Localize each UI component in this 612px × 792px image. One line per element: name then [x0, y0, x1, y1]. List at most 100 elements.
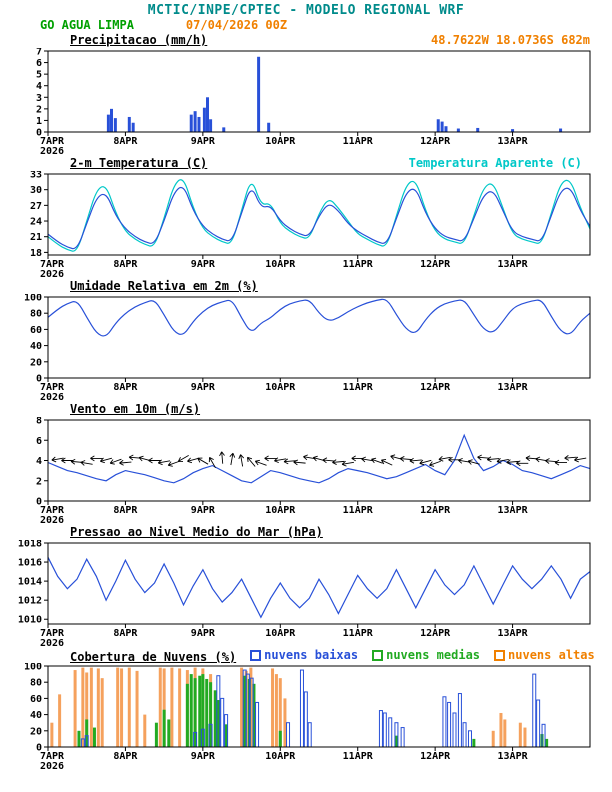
- svg-text:13APR: 13APR: [498, 259, 529, 270]
- svg-text:8APR: 8APR: [113, 751, 138, 762]
- svg-text:3: 3: [36, 93, 42, 104]
- legend-swatch-nuvens-baixas-icon: [250, 649, 262, 661]
- svg-text:12APR: 12APR: [420, 259, 451, 270]
- svg-text:9APR: 9APR: [191, 382, 216, 393]
- svg-text:1: 1: [36, 116, 42, 127]
- wind-title-row: Vento em 10m (m/s): [0, 402, 612, 417]
- apparent-temperature-legend: Temperatura Aparente (C): [408, 156, 582, 170]
- humidity-chart: 0 20 40 60 80 100 7APR 2026 8APR 9APR 10APR 11APR 12…: [0, 293, 612, 403]
- svg-text:12APR: 12APR: [420, 751, 451, 762]
- svg-text:12APR: 12APR: [420, 505, 451, 516]
- panel-humidity: Umidade Relativa em 2m (%) 0 20 40 60 80 100 7…: [0, 279, 612, 403]
- svg-text:2026: 2026: [40, 515, 64, 525]
- svg-text:60: 60: [30, 325, 42, 336]
- wind-chart: 0 2 4 6 8 7APR 2026 8APR 9APR 10APR 11APR 12APR 13AP…: [0, 416, 612, 526]
- svg-text:2026: 2026: [40, 761, 64, 771]
- svg-text:10APR: 10APR: [265, 259, 296, 270]
- precipitation-chart: 0 1 2 3 4 5 6 7 7APR 2026 8APR 9APR 10APR 11APR 12APR 1…: [0, 47, 612, 157]
- svg-text:9APR: 9APR: [191, 505, 216, 516]
- svg-text:0: 0: [36, 743, 42, 754]
- precipitation-title: Precipitacao (mm/h): [70, 33, 208, 47]
- svg-text:2026: 2026: [40, 146, 64, 156]
- svg-text:10APR: 10APR: [265, 382, 296, 393]
- svg-text:1018: 1018: [18, 540, 42, 550]
- svg-text:100: 100: [24, 663, 42, 673]
- svg-text:80: 80: [30, 678, 42, 689]
- svg-text:13APR: 13APR: [498, 751, 529, 762]
- cloud-cover-title: Cobertura de Nuvens (%): [70, 649, 237, 664]
- legend-label-nuvens-baixas: nuvens baixas: [264, 648, 359, 662]
- model-title: MCTIC/INPE/CPTEC - MODELO REGIONAL WRF: [147, 3, 465, 18]
- pressure-title-row: Pressao ao Nivel Medio do Mar (hPa): [0, 525, 612, 540]
- legend-swatch-nuvens-altas-icon: [494, 649, 506, 661]
- svg-text:8APR: 8APR: [113, 136, 138, 147]
- station-coordinates: 48.7622W 18.0736S 682m: [431, 33, 590, 47]
- cloud-cover-chart: 0 20 40 60 80 100 7APR 2026 8APR 9APR 10APR 11APR 12…: [0, 662, 612, 772]
- svg-text:8APR: 8APR: [113, 259, 138, 270]
- svg-text:20: 20: [30, 357, 42, 368]
- svg-text:9APR: 9APR: [191, 136, 216, 147]
- svg-text:4: 4: [36, 81, 42, 92]
- svg-text:7APR: 7APR: [40, 628, 65, 639]
- temperature-title-row: 2-m Temperatura (C) Temperatura Aparente…: [0, 156, 612, 171]
- svg-text:2026: 2026: [40, 392, 64, 402]
- svg-text:1014: 1014: [18, 577, 42, 588]
- run-info-row: GO AGUA LIMPA 07/04/2026 00Z: [0, 18, 612, 33]
- svg-text:8APR: 8APR: [113, 382, 138, 393]
- svg-text:21: 21: [30, 232, 42, 243]
- precipitation-title-row: Precipitacao (mm/h) 48.7622W 18.0736S 68…: [0, 33, 612, 48]
- humidity-title: Umidade Relativa em 2m (%): [70, 279, 258, 293]
- panel-cloud-cover: Cobertura de Nuvens (%) nuvens baixas nu…: [0, 648, 612, 772]
- panel-wind: Vento em 10m (m/s) 0 2 4 6 8 7APR 2026 8APR 9APR…: [0, 402, 612, 526]
- svg-text:1012: 1012: [18, 596, 42, 607]
- svg-text:2026: 2026: [40, 638, 64, 648]
- svg-text:27: 27: [30, 201, 42, 212]
- svg-text:7APR: 7APR: [40, 259, 65, 270]
- temperature-title: 2-m Temperatura (C): [70, 156, 208, 170]
- svg-text:10APR: 10APR: [265, 505, 296, 516]
- panel-pressure: Pressao ao Nivel Medio do Mar (hPa) 1010…: [0, 525, 612, 649]
- legend-item-nuvens-baixas: nuvens baixas: [250, 648, 358, 662]
- svg-text:24: 24: [30, 217, 42, 228]
- svg-text:9APR: 9APR: [191, 259, 216, 270]
- svg-text:4: 4: [36, 456, 42, 467]
- svg-text:100: 100: [24, 294, 42, 304]
- station-name: GO AGUA LIMPA: [40, 18, 134, 32]
- svg-text:12APR: 12APR: [420, 628, 451, 639]
- svg-text:10APR: 10APR: [265, 751, 296, 762]
- legend-label-nuvens-altas: nuvens altas: [508, 648, 595, 662]
- svg-text:13APR: 13APR: [498, 628, 529, 639]
- svg-text:6: 6: [36, 436, 42, 447]
- temperature-chart: 18 21 24 27 30 33 7APR 2026 8APR 9APR 10APR 11APR 12…: [0, 170, 612, 280]
- svg-text:20: 20: [30, 726, 42, 737]
- svg-text:9APR: 9APR: [191, 751, 216, 762]
- svg-text:5: 5: [36, 70, 42, 81]
- cloud-cover-legend: nuvens baixas nuvens medias nuvens altas: [250, 648, 595, 662]
- svg-text:40: 40: [30, 710, 42, 721]
- svg-text:7APR: 7APR: [40, 751, 65, 762]
- svg-text:12APR: 12APR: [420, 136, 451, 147]
- legend-item-nuvens-altas: nuvens altas: [494, 648, 595, 662]
- panel-temperature: 2-m Temperatura (C) Temperatura Aparente…: [0, 156, 612, 280]
- pressure-title: Pressao ao Nivel Medio do Mar (hPa): [70, 525, 323, 539]
- svg-text:13APR: 13APR: [498, 505, 529, 516]
- svg-text:0: 0: [36, 374, 42, 385]
- svg-text:30: 30: [30, 185, 42, 196]
- svg-text:11APR: 11APR: [343, 751, 374, 762]
- legend-label-nuvens-medias: nuvens medias: [386, 648, 481, 662]
- svg-text:1010: 1010: [18, 615, 42, 626]
- svg-text:0: 0: [36, 497, 42, 508]
- svg-text:40: 40: [30, 341, 42, 352]
- svg-text:7: 7: [36, 48, 42, 58]
- svg-text:33: 33: [30, 171, 42, 181]
- svg-text:11APR: 11APR: [343, 628, 374, 639]
- svg-text:80: 80: [30, 309, 42, 320]
- svg-text:9APR: 9APR: [191, 628, 216, 639]
- svg-text:11APR: 11APR: [343, 136, 374, 147]
- svg-text:7APR: 7APR: [40, 382, 65, 393]
- svg-text:8APR: 8APR: [113, 505, 138, 516]
- svg-text:7APR: 7APR: [40, 505, 65, 516]
- svg-text:1016: 1016: [18, 558, 42, 569]
- svg-text:10APR: 10APR: [265, 136, 296, 147]
